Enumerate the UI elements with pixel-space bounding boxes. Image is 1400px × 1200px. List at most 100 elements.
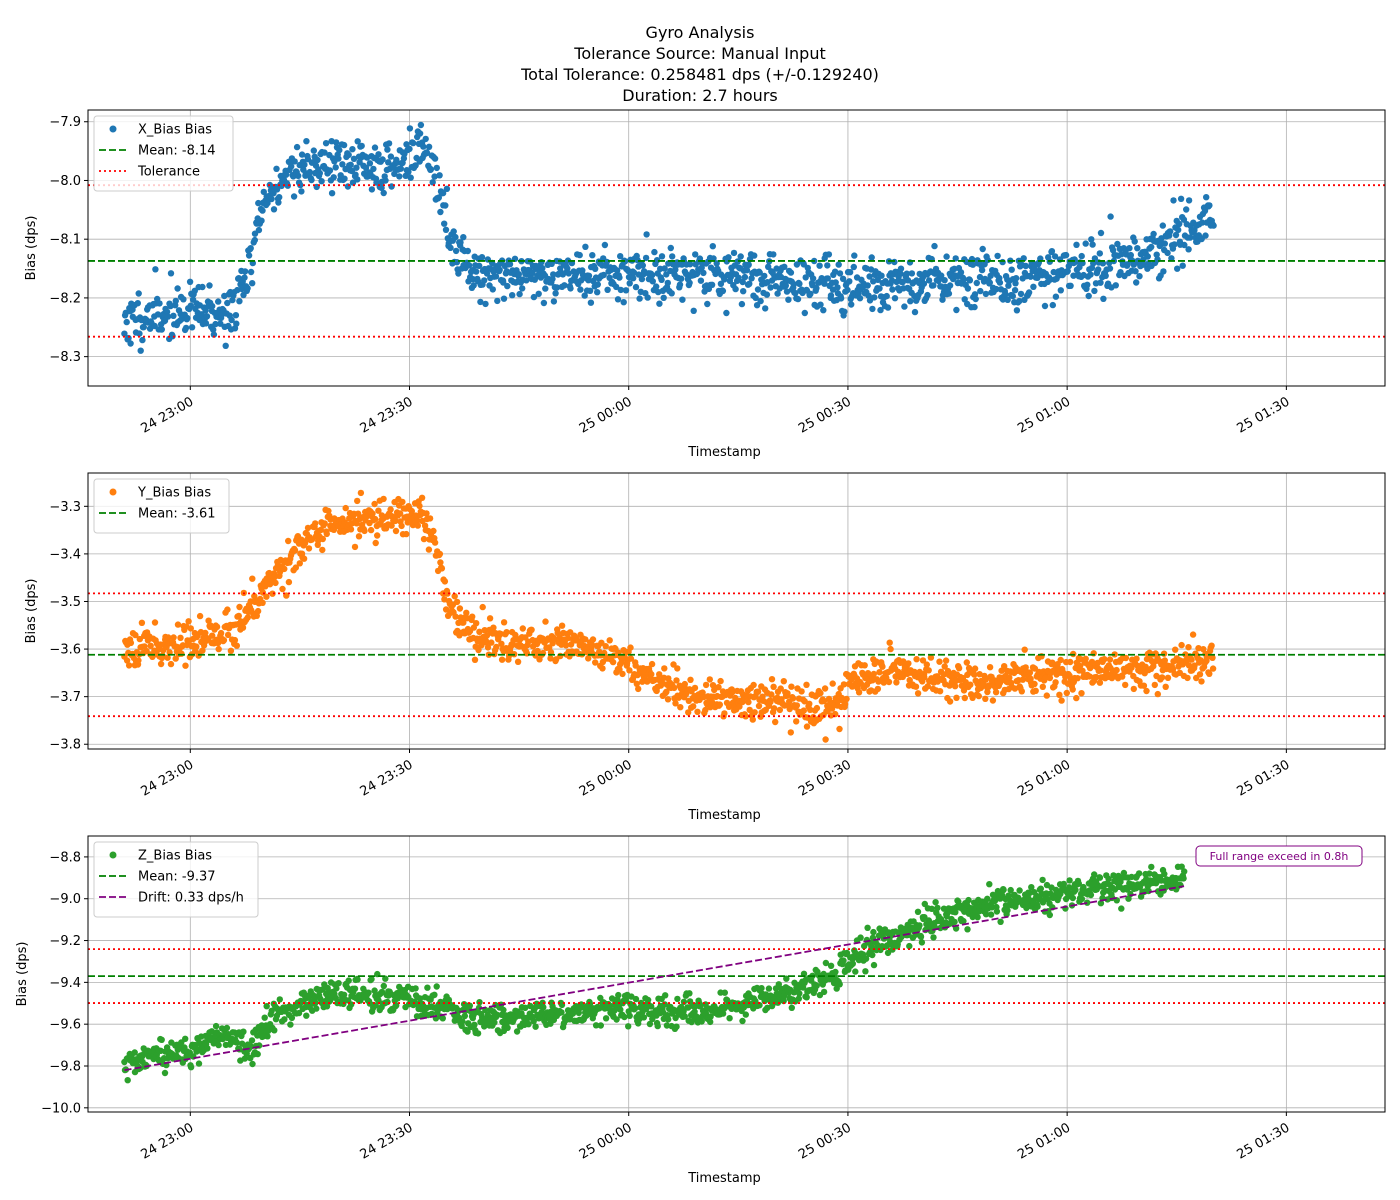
data-point xyxy=(1148,863,1155,871)
data-point xyxy=(613,283,620,291)
data-point xyxy=(821,280,828,287)
data-point xyxy=(355,533,363,540)
data-point xyxy=(889,946,896,953)
data-point xyxy=(1020,255,1027,262)
data-point xyxy=(561,282,568,289)
data-point xyxy=(254,607,262,615)
data-point xyxy=(1082,240,1089,247)
data-point xyxy=(311,994,318,1002)
data-point xyxy=(371,144,379,151)
data-point xyxy=(215,1041,222,1049)
data-point xyxy=(745,698,752,706)
data-point xyxy=(960,276,967,283)
data-point xyxy=(702,681,710,689)
y-tick-label: −8.0 xyxy=(49,174,81,189)
data-point xyxy=(690,307,697,314)
data-point xyxy=(423,510,430,517)
x-tick-label: 25 00:30 xyxy=(796,757,854,799)
data-point xyxy=(784,690,791,697)
data-point xyxy=(476,628,483,635)
data-point xyxy=(479,603,486,611)
data-point xyxy=(582,243,589,250)
data-point xyxy=(685,709,692,716)
data-point xyxy=(599,665,606,672)
data-point xyxy=(1031,680,1038,688)
x-tick-label: 25 01:30 xyxy=(1235,757,1293,799)
data-point xyxy=(982,676,989,683)
data-point xyxy=(1082,655,1089,662)
data-point xyxy=(202,629,209,637)
data-point xyxy=(398,522,405,530)
data-point xyxy=(281,1016,288,1023)
data-point xyxy=(1195,645,1202,652)
data-point xyxy=(905,660,912,667)
data-point xyxy=(371,987,378,994)
data-point xyxy=(976,273,984,281)
data-point xyxy=(1074,675,1081,682)
data-point xyxy=(354,176,361,183)
data-point xyxy=(231,636,239,644)
data-point xyxy=(317,526,324,534)
data-point xyxy=(1057,287,1065,294)
data-point xyxy=(1136,273,1143,280)
data-point xyxy=(494,1011,501,1019)
data-point xyxy=(345,977,352,984)
data-point xyxy=(1060,880,1068,888)
data-point xyxy=(1085,292,1092,300)
data-point xyxy=(676,281,684,288)
data-point xyxy=(123,657,131,664)
data-point xyxy=(527,1002,534,1010)
x-axis-label: Timestamp xyxy=(687,808,761,823)
data-point xyxy=(392,527,400,535)
data-point xyxy=(1145,887,1152,895)
data-point xyxy=(783,975,790,982)
data-point xyxy=(869,305,876,313)
data-point xyxy=(943,253,950,260)
data-point xyxy=(165,634,172,641)
data-point xyxy=(303,138,310,145)
data-point xyxy=(1096,874,1104,881)
data-point xyxy=(1172,231,1180,239)
data-point xyxy=(140,323,147,331)
data-point xyxy=(646,1020,654,1028)
data-point xyxy=(1034,903,1041,910)
data-point xyxy=(1124,261,1131,268)
data-point xyxy=(876,669,883,676)
data-point xyxy=(622,287,630,294)
data-point xyxy=(1093,673,1100,681)
data-point xyxy=(185,618,192,625)
x-tick-label: 25 00:00 xyxy=(577,394,635,436)
data-point xyxy=(1172,646,1179,653)
data-point xyxy=(540,1004,547,1011)
data-point xyxy=(782,282,789,289)
data-point xyxy=(340,141,348,149)
data-point xyxy=(567,641,575,648)
data-point xyxy=(1091,287,1098,295)
data-point xyxy=(270,206,278,213)
data-point xyxy=(721,710,728,717)
data-point xyxy=(982,911,990,918)
data-point xyxy=(558,622,566,629)
data-point xyxy=(787,269,795,276)
data-point xyxy=(431,155,439,162)
title-line-2: Tolerance Source: Manual Input xyxy=(573,44,825,63)
legend-entry-drift: Drift: 0.33 dps/h xyxy=(99,891,244,906)
data-point xyxy=(1112,282,1120,289)
data-point xyxy=(500,619,508,626)
data-point xyxy=(1039,683,1047,690)
data-point xyxy=(442,226,450,233)
data-point xyxy=(540,299,548,307)
reference-lines xyxy=(88,885,1385,1072)
data-point xyxy=(169,333,176,340)
y-tick-label: −3.5 xyxy=(49,595,81,610)
data-point xyxy=(222,342,229,349)
data-point xyxy=(1185,662,1193,669)
data-point xyxy=(1073,694,1080,702)
data-point xyxy=(305,545,313,552)
data-point xyxy=(567,285,574,292)
data-point xyxy=(1203,194,1210,201)
data-point xyxy=(897,265,905,272)
data-point xyxy=(293,143,301,151)
data-point xyxy=(978,266,986,274)
reference-lines xyxy=(88,184,1385,338)
